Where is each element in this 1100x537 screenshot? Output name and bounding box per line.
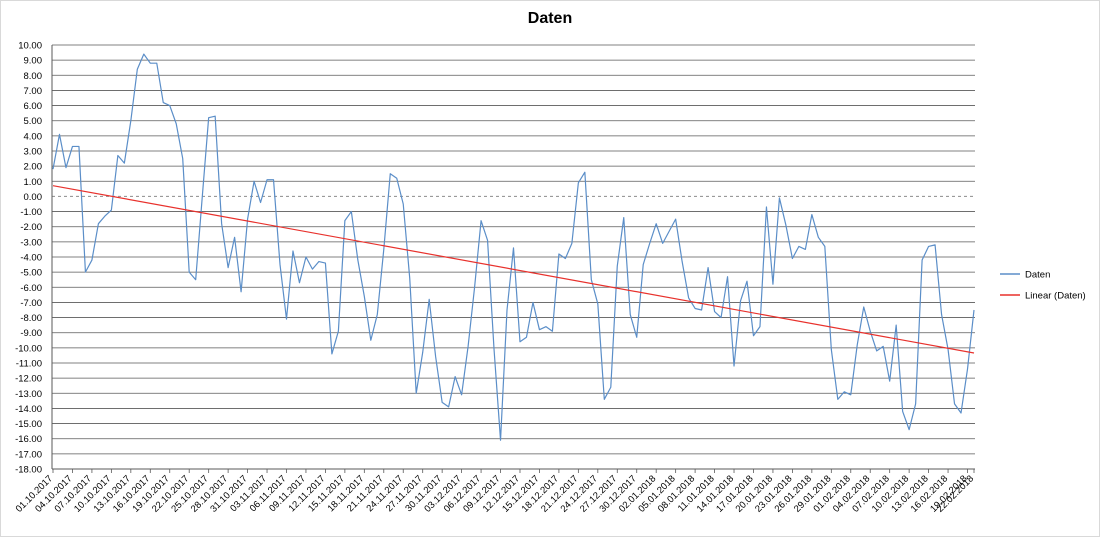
y-tick-label: 7.00: [24, 86, 43, 97]
legend-label-linear: Linear (Daten): [1025, 291, 1086, 302]
y-tick-label: -18.00: [15, 465, 42, 476]
y-tick-label: -6.00: [20, 283, 42, 294]
y-tick-label: -2.00: [20, 222, 42, 233]
y-tick-label: -5.00: [20, 268, 42, 279]
legend-label-daten: Daten: [1025, 270, 1050, 281]
y-tick-label: 5.00: [24, 116, 43, 127]
series-line-daten: [52, 53, 975, 441]
y-tick-label: -13.00: [15, 389, 42, 400]
y-tick-label: 3.00: [24, 147, 43, 158]
y-tick-label: -1.00: [20, 207, 42, 218]
y-tick-label: -9.00: [20, 328, 42, 339]
y-tick-label: -11.00: [16, 359, 42, 370]
y-tick-label: -17.00: [15, 449, 42, 460]
trendline-linear: [52, 185, 975, 354]
y-tick-label: 6.00: [24, 101, 43, 112]
y-tick-label: -16.00: [15, 434, 42, 445]
chart-title: Daten: [527, 10, 573, 27]
y-tick-label: 8.00: [24, 71, 43, 82]
y-tick-label: -7.00: [20, 298, 42, 309]
y-tick-label: 1.00: [24, 177, 43, 188]
y-tick-label: 10.00: [18, 41, 42, 52]
y-tick-label: -4.00: [20, 253, 42, 264]
y-tick-label: -14.00: [15, 404, 42, 415]
y-tick-label: -10.00: [15, 343, 42, 354]
y-tick-label: 9.00: [24, 56, 43, 67]
y-tick-label: -3.00: [20, 237, 42, 248]
y-tick-label: -15.00: [15, 419, 42, 430]
y-tick-label: 0.00: [24, 192, 43, 203]
y-tick-label: -8.00: [20, 313, 42, 324]
y-tick-label: 2.00: [24, 162, 43, 173]
y-tick-label: 4.00: [24, 131, 43, 142]
y-tick-label: -12.00: [15, 374, 42, 385]
